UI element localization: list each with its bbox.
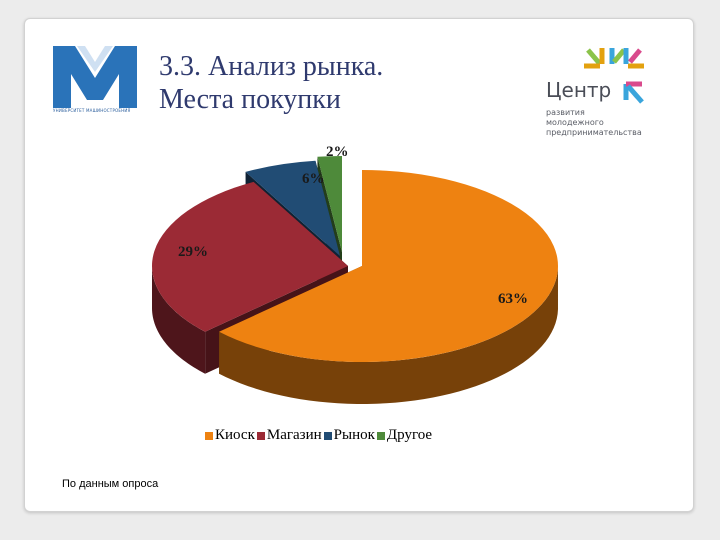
data-label-other: 2% <box>326 144 349 160</box>
legend-label-market: Рынок <box>333 427 375 443</box>
pie-slice-kiosk <box>219 170 559 404</box>
centre-logo-subtitle-line: молодежного <box>546 118 604 127</box>
pie-slice-top-other <box>317 156 342 252</box>
chart-legend: Киоск Магазин Рынок Другое <box>205 427 434 444</box>
centre-logo-subtitle-line: развития <box>546 108 585 117</box>
legend-label-other: Другое <box>386 427 433 443</box>
pie-slice-top-market <box>245 160 340 256</box>
pie-slice-top-kiosk <box>219 170 559 362</box>
data-label-market: 6% <box>302 171 325 187</box>
slide-title-line2: Места покупки <box>159 84 341 115</box>
pie-slice-rim-shop <box>152 266 206 374</box>
data-label-shop: 29% <box>178 244 208 260</box>
legend-label-kiosk: Киоск <box>215 427 255 443</box>
legend-item-shop: Магазин <box>256 427 322 444</box>
legend-swatch-kiosk <box>205 431 213 440</box>
centre-logo-name: Центр <box>546 78 612 102</box>
legend-item-other: Другое <box>376 427 433 444</box>
centre-logo-subtitle: развития молодежного предпринимательства <box>546 108 656 138</box>
centre-logo-icon <box>584 48 644 104</box>
legend-swatch-other <box>376 431 385 440</box>
legend-swatch-shop <box>256 431 265 440</box>
legend-swatch-market <box>323 431 332 440</box>
slide-title: 3.3. Анализ рынка. Места покупки <box>159 50 383 116</box>
legend-item-market: Рынок <box>323 427 375 444</box>
pie-slice-top-shop <box>152 181 348 332</box>
slide-title-line1: 3.3. Анализ рынка. <box>159 51 384 82</box>
legend-label-shop: Магазин <box>266 427 322 443</box>
data-label-kiosk: 63% <box>498 291 528 307</box>
legend-item-kiosk: Киоск <box>205 427 255 444</box>
university-logo-icon <box>53 46 137 108</box>
university-logo-caption: УНИВЕРСИТЕТ МАШИНОСТРОЕНИЯ <box>53 108 131 113</box>
centre-logo-subtitle-line: предпринимательства <box>546 128 642 137</box>
pie-slice-rim-kiosk <box>219 267 558 404</box>
source-note: По данным опроса <box>62 478 159 490</box>
